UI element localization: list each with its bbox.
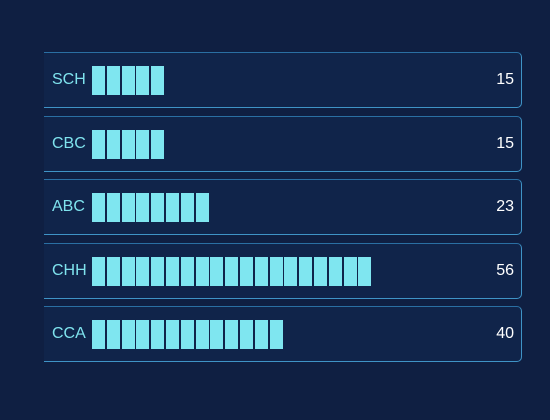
bar-row-sch: SCH 15 bbox=[44, 52, 522, 108]
category-label: SCH bbox=[52, 71, 86, 88]
bar-segment bbox=[240, 320, 253, 349]
bar-segment bbox=[225, 320, 239, 349]
bar-chart: SCH 15 CBC 15 ABC 23 CHH 56 CCA 40 bbox=[44, 52, 522, 370]
value-label: 15 bbox=[496, 134, 514, 152]
bar-segment bbox=[254, 320, 268, 349]
bar-track bbox=[92, 320, 472, 349]
bar-segment bbox=[299, 256, 313, 286]
bar-track bbox=[92, 193, 472, 222]
category-label: CHH bbox=[52, 261, 87, 279]
category-label: ABC bbox=[52, 198, 85, 215]
bar-segment bbox=[121, 129, 135, 159]
bar-segment bbox=[121, 320, 135, 349]
bar-segment bbox=[136, 193, 150, 222]
bar-segment bbox=[343, 256, 357, 286]
bar-segment bbox=[269, 320, 283, 349]
bar-track bbox=[92, 129, 472, 159]
bar-segment bbox=[136, 256, 150, 286]
bar-segment bbox=[151, 129, 165, 159]
bar-segment bbox=[136, 66, 150, 95]
bar-row-abc: ABC 23 bbox=[44, 179, 522, 235]
value-label: 15 bbox=[496, 71, 514, 88]
bar-segment bbox=[151, 193, 165, 222]
category-label: CBC bbox=[52, 134, 86, 152]
bar-row-chh: CHH 56 bbox=[44, 242, 522, 299]
bar-segment bbox=[106, 129, 120, 159]
bar-segment bbox=[195, 256, 209, 286]
bar-segment bbox=[121, 66, 135, 95]
bar-track bbox=[92, 256, 472, 286]
bar-segment bbox=[106, 320, 120, 349]
bar-segment bbox=[180, 193, 194, 222]
bar-segment bbox=[225, 256, 239, 286]
bar-segment bbox=[151, 256, 165, 286]
value-label: 23 bbox=[496, 198, 514, 215]
bar-track bbox=[92, 66, 472, 95]
bar-segment bbox=[151, 66, 165, 95]
bar-segment bbox=[92, 256, 105, 286]
value-label: 56 bbox=[496, 261, 514, 279]
bar-segment bbox=[166, 193, 179, 222]
bar-segment bbox=[166, 320, 179, 349]
bar-segment bbox=[195, 193, 209, 222]
bar-row-cca: CCA 40 bbox=[44, 306, 522, 362]
bar-segment bbox=[92, 320, 105, 349]
bar-segment bbox=[195, 320, 209, 349]
bar-segment bbox=[358, 256, 372, 286]
bar-segment bbox=[106, 66, 120, 95]
bar-segment bbox=[151, 320, 165, 349]
bar-segment bbox=[210, 256, 224, 286]
bar-segment bbox=[121, 193, 135, 222]
bar-segment bbox=[269, 256, 283, 286]
bar-segment bbox=[240, 256, 253, 286]
category-label: CCA bbox=[52, 325, 86, 342]
bar-segment bbox=[166, 256, 179, 286]
value-label: 40 bbox=[496, 325, 514, 342]
bar-segment bbox=[106, 256, 120, 286]
bar-segment bbox=[314, 256, 327, 286]
bar-segment bbox=[136, 320, 150, 349]
bar-segment bbox=[284, 256, 298, 286]
bar-segment bbox=[328, 256, 342, 286]
bar-segment bbox=[121, 256, 135, 286]
bar-segment bbox=[180, 256, 194, 286]
bar-segment bbox=[210, 320, 224, 349]
bar-segment bbox=[106, 193, 120, 222]
bar-row-cbc: CBC 15 bbox=[44, 115, 522, 172]
bar-segment bbox=[180, 320, 194, 349]
bar-segment bbox=[92, 66, 105, 95]
bar-segment bbox=[254, 256, 268, 286]
bar-segment bbox=[92, 193, 105, 222]
bar-segment bbox=[92, 129, 105, 159]
bar-segment bbox=[136, 129, 150, 159]
